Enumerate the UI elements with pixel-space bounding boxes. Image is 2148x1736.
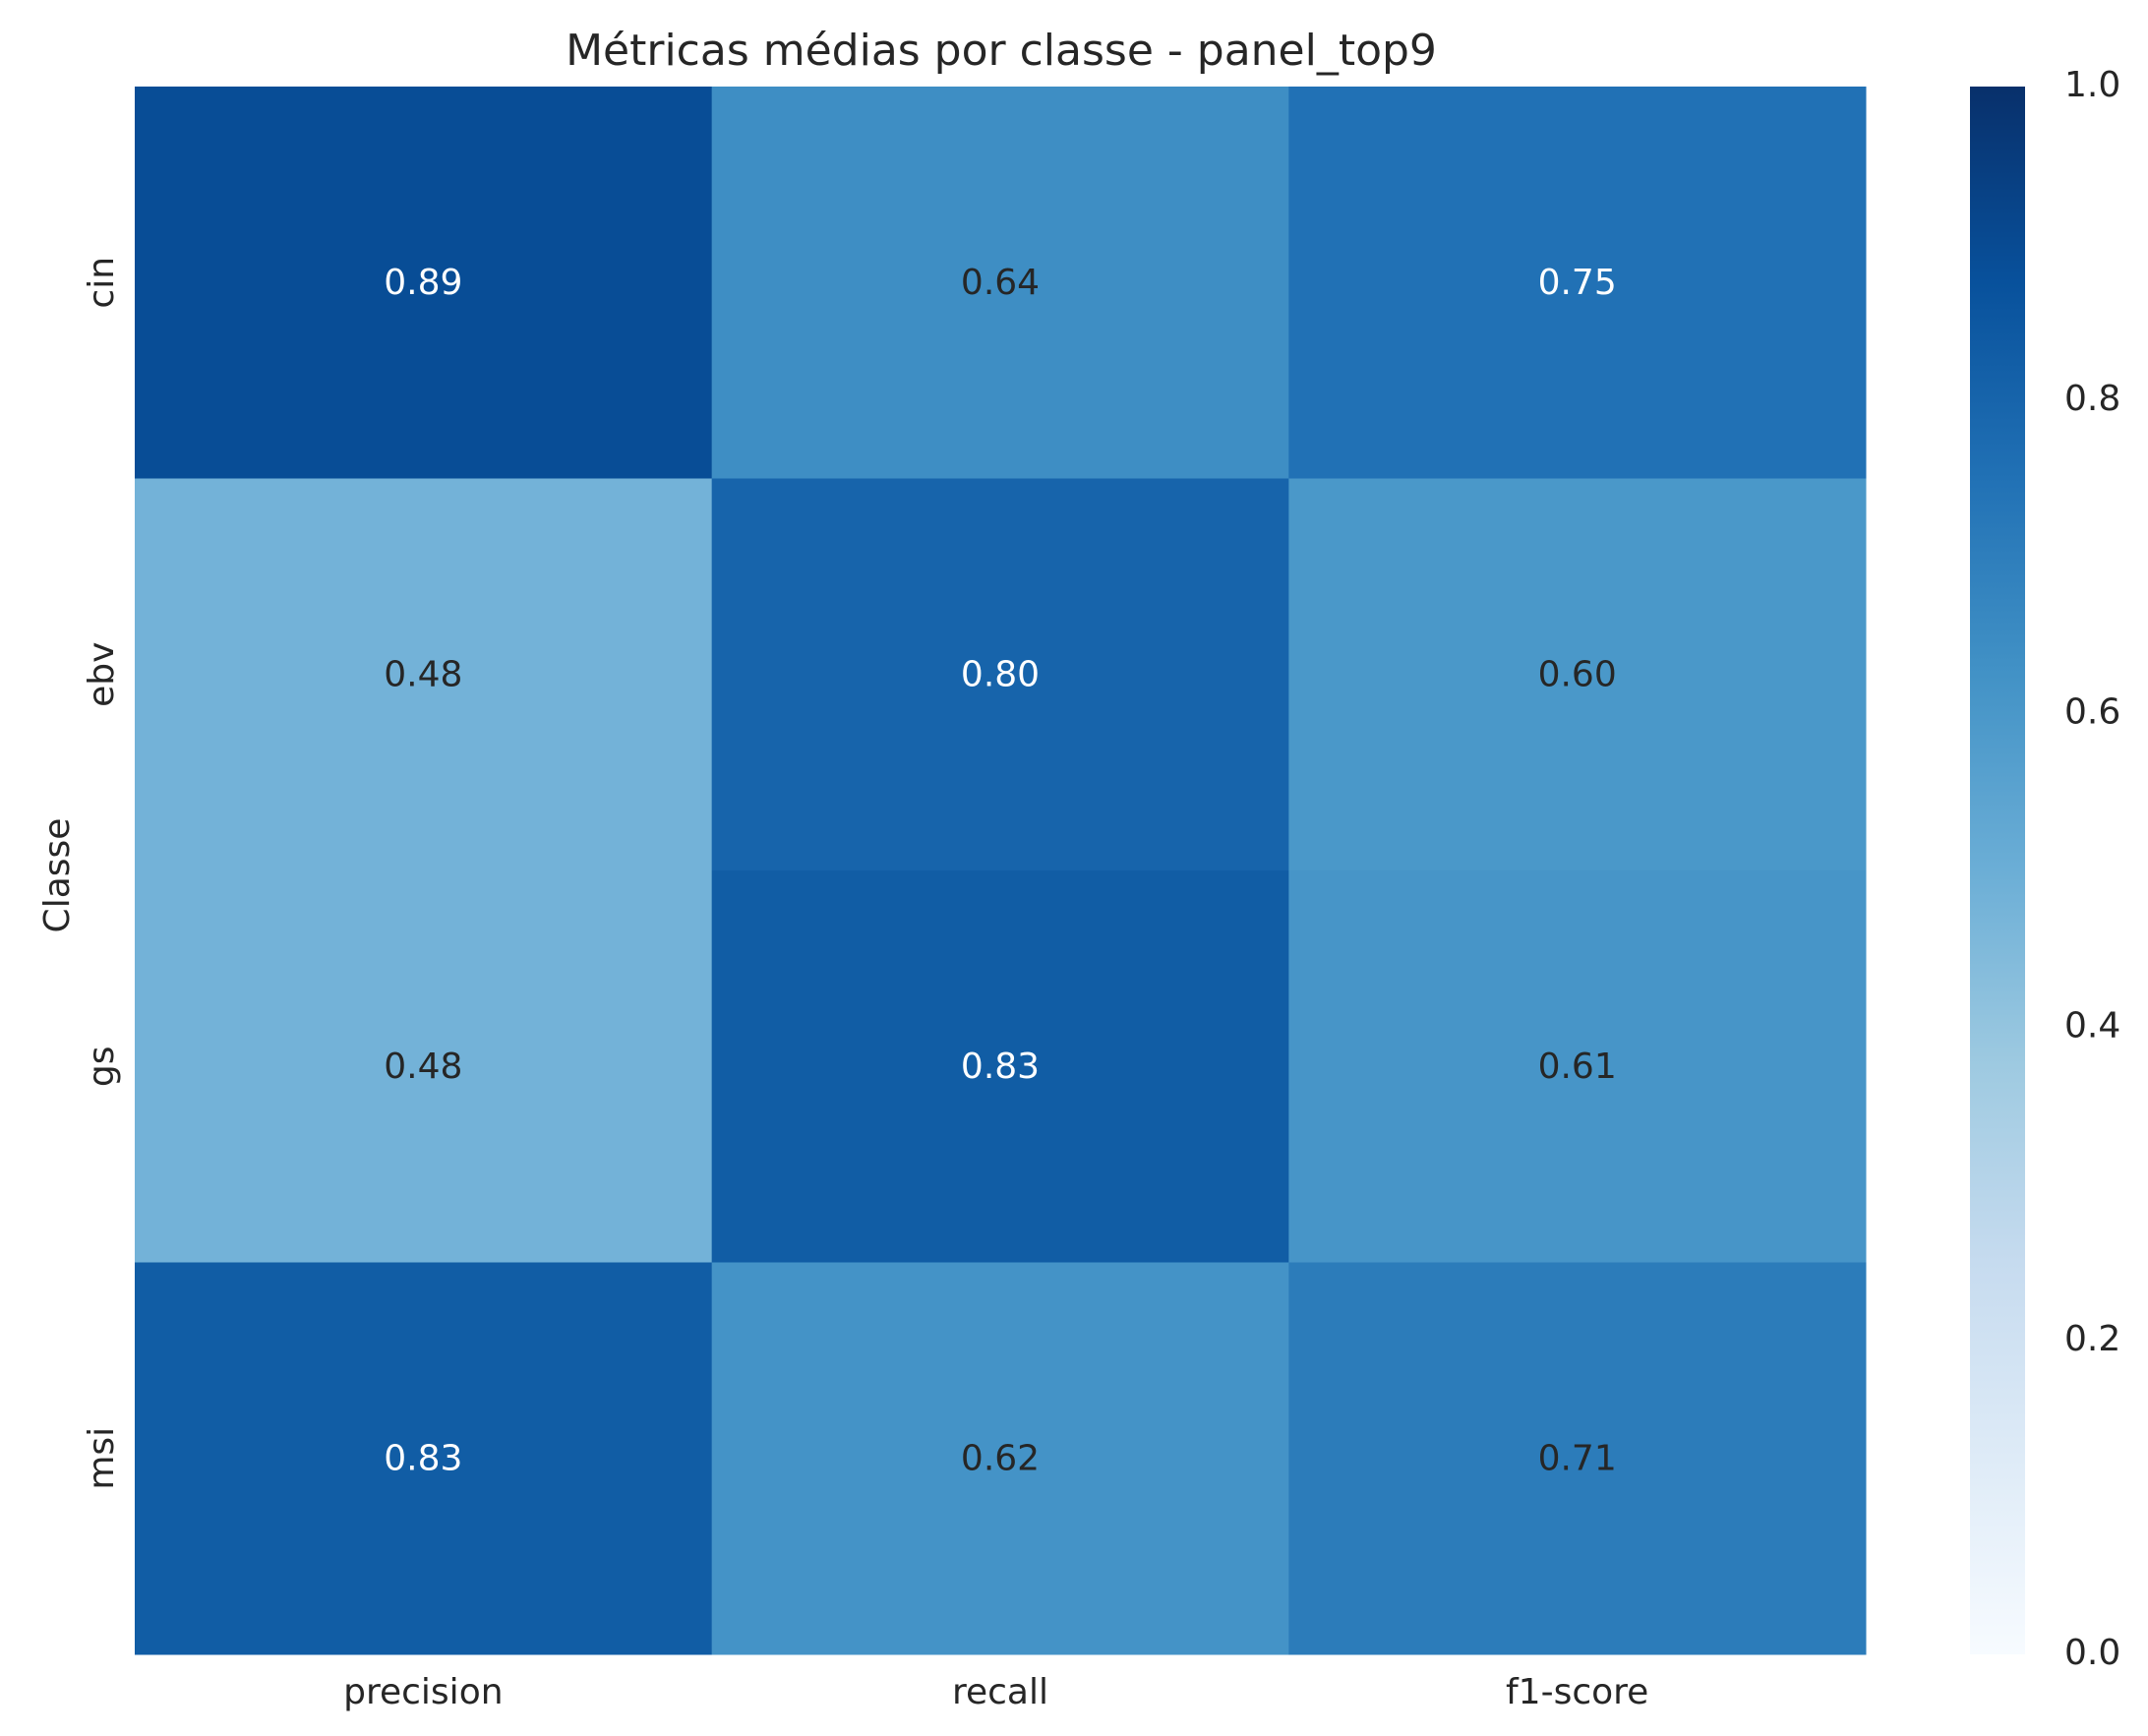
chart-title: Métricas médias por classe - panel_top9 xyxy=(566,26,1437,76)
cell-value-label-ebv-f1-score: 0.60 xyxy=(1538,654,1617,694)
heatmap-cell-cin-f1-score xyxy=(1288,87,1867,479)
heatmap-cell-msi-precision xyxy=(135,1262,713,1655)
colorbar-tick-label-0.6: 0.6 xyxy=(2064,692,2120,733)
heatmap-cell-cin-precision xyxy=(135,87,713,479)
heatmap-cell-labels: 0.89 0.64 0.75 0.48 0.80 0.60 0.48 0.83 0.61 0.83… xyxy=(384,263,1616,1479)
heatmap-cell-ebv-precision xyxy=(135,478,713,871)
y-tick-label-gs: gs xyxy=(82,1046,122,1087)
cell-value-label-cin-f1-score: 0.75 xyxy=(1538,263,1617,303)
y-axis-tick-labels: cin ebv gs msi xyxy=(82,257,122,1490)
x-tick-label-recall: recall xyxy=(952,1672,1048,1712)
colorbar-tick-label-0.4: 0.4 xyxy=(2064,1005,2120,1046)
heatmap-cell-msi-f1-score xyxy=(1288,1262,1867,1655)
cell-value-label-cin-precision: 0.89 xyxy=(384,263,462,303)
y-tick-label-msi: msi xyxy=(82,1427,122,1490)
heatmap-cell-gs-recall xyxy=(711,870,1289,1263)
cell-value-label-ebv-precision: 0.48 xyxy=(384,654,462,694)
cell-value-label-msi-precision: 0.83 xyxy=(384,1438,462,1478)
cell-value-label-gs-f1-score: 0.61 xyxy=(1538,1047,1617,1087)
colorbar-tick-label-0.2: 0.2 xyxy=(2064,1319,2120,1359)
heatmap-cell-cin-recall xyxy=(711,87,1289,479)
cell-value-label-msi-f1-score: 0.71 xyxy=(1538,1438,1617,1478)
x-tick-label-precision: precision xyxy=(343,1672,503,1712)
y-tick-label-cin: cin xyxy=(82,257,122,309)
heatmap-cell-ebv-recall xyxy=(711,478,1289,871)
x-tick-label-f1-score: f1-score xyxy=(1506,1672,1648,1712)
colorbar-tick-label-0.8: 0.8 xyxy=(2064,379,2120,419)
cell-value-label-gs-precision: 0.48 xyxy=(384,1047,462,1087)
cell-value-label-msi-recall: 0.62 xyxy=(961,1438,1040,1478)
heatmap-cell-gs-precision xyxy=(135,870,713,1263)
heatmap-cell-gs-f1-score xyxy=(1288,870,1867,1263)
heatmap-cell-ebv-f1-score xyxy=(1288,478,1867,871)
x-axis-tick-labels: precision recall f1-score xyxy=(343,1672,1648,1712)
heatmap-cell-msi-recall xyxy=(711,1262,1289,1655)
y-tick-label-ebv: ebv xyxy=(82,642,122,707)
cell-value-label-cin-recall: 0.64 xyxy=(961,263,1040,303)
colorbar xyxy=(1970,87,2025,1654)
colorbar-tick-label-1.0: 1.0 xyxy=(2064,65,2120,105)
colorbar-tick-label-0.0: 0.0 xyxy=(2064,1633,2120,1673)
colorbar-tick-labels: 0.0 0.2 0.4 0.6 0.8 1.0 xyxy=(2064,65,2120,1673)
heatmap-cells xyxy=(135,87,1867,1655)
cell-value-label-ebv-recall: 0.80 xyxy=(961,654,1040,694)
cell-value-label-gs-recall: 0.83 xyxy=(961,1047,1040,1087)
y-axis-label: Classe xyxy=(37,818,78,933)
